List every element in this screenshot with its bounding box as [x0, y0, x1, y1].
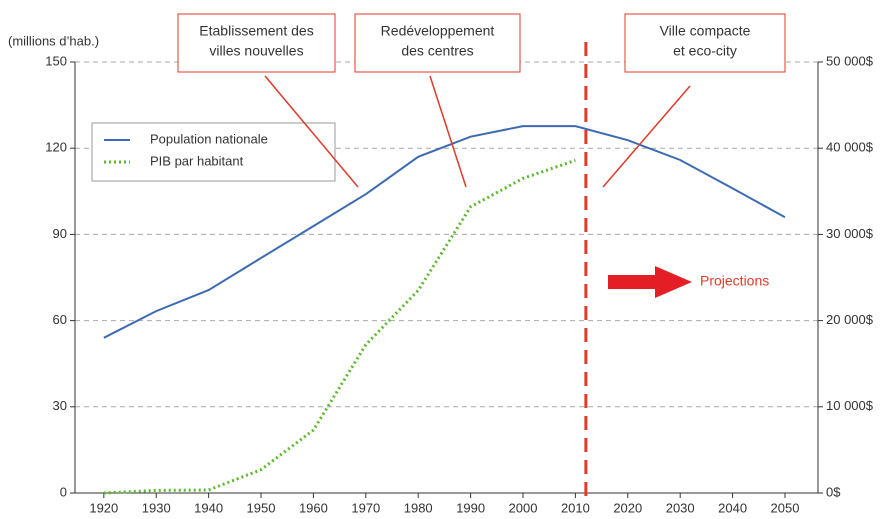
projection-label: Projections: [700, 273, 769, 289]
y-tick-label: 30: [53, 398, 67, 413]
x-tick-label: 1930: [142, 500, 171, 515]
annotation-box: [177, 13, 336, 73]
projection-arrow: [608, 266, 692, 298]
x-tick-label: 1960: [299, 500, 328, 515]
x-tick-label: 1940: [194, 500, 223, 515]
y2-tick-label: 30 000$: [826, 226, 874, 241]
series-line: [103, 158, 576, 495]
y2-tick-label: 0$: [826, 484, 841, 499]
series-line: [103, 125, 786, 339]
x-tick-label: 2040: [718, 500, 747, 515]
y2-tick-label: 50 000$: [826, 53, 874, 68]
y2-tick-label: 40 000$: [826, 140, 874, 155]
y-tick-label: 0: [60, 484, 67, 499]
x-tick-label: 2010: [561, 500, 590, 515]
annotation-text: et eco-city: [673, 43, 737, 59]
annotation-text: Redéveloppement: [381, 23, 495, 39]
x-tick-label: 2030: [666, 500, 695, 515]
annotation-pointer: [429, 75, 467, 188]
x-tick-label: 1980: [404, 500, 433, 515]
annotation-pointer: [264, 75, 359, 188]
annotation-box: [624, 13, 786, 73]
y-tick-label: 120: [45, 140, 67, 155]
x-tick-label: 1990: [456, 500, 485, 515]
x-tick-label: 2050: [771, 500, 800, 515]
x-tick-label: 1950: [247, 500, 276, 515]
annotation-box: [354, 13, 521, 73]
annotation-pointer: [602, 85, 691, 188]
annotation-text: Ville compacte: [660, 23, 751, 39]
y2-tick-label: 10 000$: [826, 398, 874, 413]
annotation-text: villes nouvelles: [209, 43, 303, 59]
legend-label: PIB par habitant: [150, 153, 244, 168]
x-tick-label: 2020: [613, 500, 642, 515]
y-tick-label: 90: [53, 226, 67, 241]
y-tick-label: 60: [53, 312, 67, 327]
y-tick-label: 150: [45, 53, 67, 68]
legend-label: Population nationale: [150, 131, 268, 146]
legend-box: [91, 122, 336, 182]
x-tick-label: 1970: [351, 500, 380, 515]
y-axis-label: (millions d’hab.): [8, 33, 99, 48]
y2-tick-label: 20 000$: [826, 312, 874, 327]
annotation-text: Etablissement des: [199, 23, 313, 39]
x-tick-label: 1920: [89, 500, 118, 515]
annotation-text: des centres: [401, 43, 473, 59]
x-tick-label: 2000: [509, 500, 538, 515]
